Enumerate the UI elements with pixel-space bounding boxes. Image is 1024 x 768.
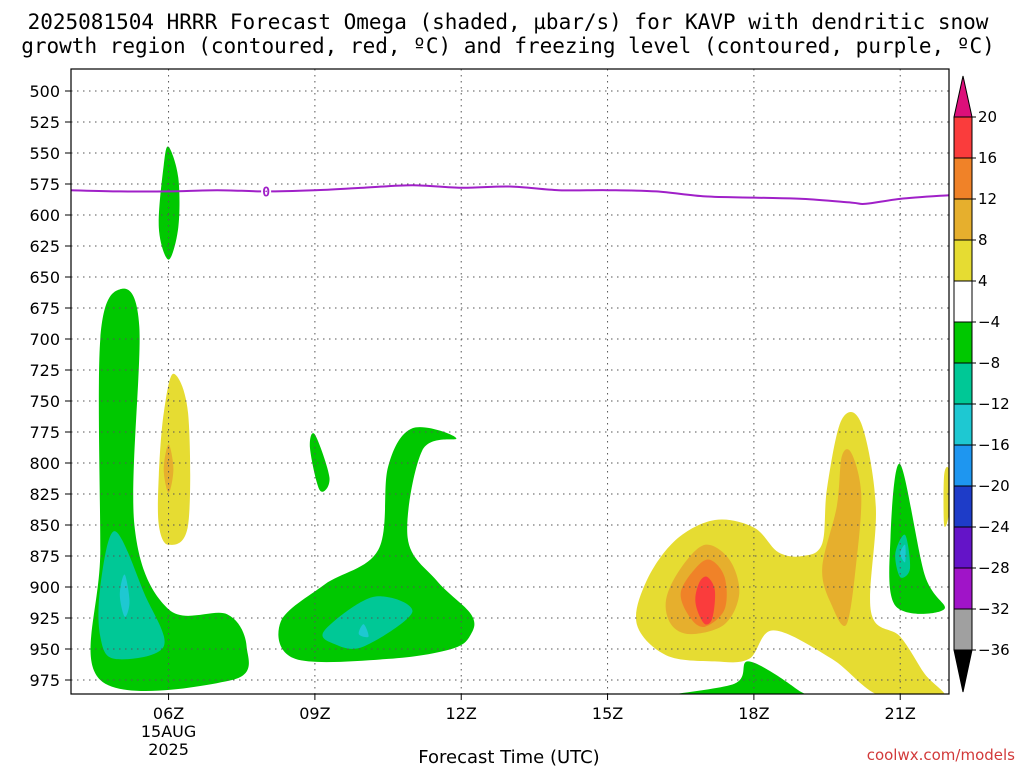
omega-region-cyan xyxy=(119,574,130,617)
omega-region-green xyxy=(158,146,180,260)
colorbar-swatch xyxy=(953,280,973,323)
chart-title-line2: growth region (contoured, red, ºC) and f… xyxy=(21,34,995,58)
y-axis: 500 525 550 575 600 625 650 675 700 725 750 775 800 8… xyxy=(29,82,71,690)
y-tick-label: 825 xyxy=(29,485,60,504)
x-tick-label: 12Z xyxy=(446,704,477,723)
y-tick-label: 700 xyxy=(29,330,60,349)
x-tick-label: 21Z xyxy=(885,704,916,723)
y-tick-label: 725 xyxy=(29,361,60,380)
y-tick-label: 675 xyxy=(29,299,60,318)
colorbar-tick-label: 4 xyxy=(978,272,988,290)
omega-region-red xyxy=(695,576,716,625)
x-tick-label: 09Z xyxy=(299,704,330,723)
colorbar-swatch xyxy=(953,239,973,282)
x-tick-year: 2025 xyxy=(148,740,189,759)
y-tick-label: 975 xyxy=(29,671,60,690)
grid-layer xyxy=(71,69,949,694)
colorbar-tick-label: 16 xyxy=(978,149,997,167)
omega-region-yellow xyxy=(157,373,191,545)
colorbar-tick-label: −4 xyxy=(978,313,1000,331)
y-tick-label: 550 xyxy=(29,144,60,163)
colorbar-tick-label: 12 xyxy=(978,190,997,208)
omega-region-teal xyxy=(322,596,413,649)
colorbar-swatch xyxy=(953,198,973,241)
colorbar-tick-label: 20 xyxy=(978,108,997,126)
colorbar-swatch xyxy=(953,485,973,528)
freezing-level-label-bg xyxy=(261,183,272,200)
omega-region-cyan xyxy=(358,624,369,638)
y-tick-label: 525 xyxy=(29,113,60,132)
omega-shading-layer xyxy=(90,146,949,694)
colorbar-swatch xyxy=(953,567,973,610)
colorbar-tick-label: −8 xyxy=(978,354,1000,372)
x-axis-label: Forecast Time (UTC) xyxy=(418,747,599,768)
plot-frame xyxy=(70,68,950,695)
freezing-level-layer: 0 xyxy=(70,183,950,206)
colorbar-swatch xyxy=(953,444,973,487)
y-tick-label: 750 xyxy=(29,392,60,411)
colorbar-tick-label: −12 xyxy=(978,395,1010,413)
colorbar-bottom-arrow xyxy=(953,649,973,693)
chart-title-line1: 2025081504 HRRR Forecast Omega (shaded, … xyxy=(28,10,989,34)
colorbar-tick-label: −24 xyxy=(978,518,1010,536)
y-tick-label: 800 xyxy=(29,454,60,473)
omega-region-yellow xyxy=(943,466,949,527)
colorbar-swatch xyxy=(953,321,973,364)
colorbar-swatch xyxy=(953,608,973,651)
omega-region-green xyxy=(889,463,945,614)
y-tick-label: 625 xyxy=(29,237,60,256)
colorbar-swatch xyxy=(953,403,973,446)
y-tick-label: 950 xyxy=(29,640,60,659)
omega-region-cyan xyxy=(900,544,906,563)
colorbar-tick-label: −36 xyxy=(978,641,1010,659)
colorbar-tick-label: −28 xyxy=(978,559,1010,577)
omega-region-green xyxy=(309,433,330,492)
freezing-level-line xyxy=(70,184,950,206)
colorbar-swatch xyxy=(953,362,973,405)
x-tick-date: 15AUG xyxy=(141,722,196,741)
colorbar-tick-label: −16 xyxy=(978,436,1010,454)
colorbar: 20 16 12 8 4 −4 −8 −12 −16 −20 −24 −28 −32 −36 xyxy=(953,75,1010,693)
colorbar-top-arrow xyxy=(953,75,973,118)
freezing-level-label: 0 xyxy=(262,185,270,200)
omega-region-green xyxy=(675,661,806,694)
x-tick-label: 15Z xyxy=(592,704,623,723)
omega-region-gold xyxy=(822,449,862,626)
colorbar-tick-label: −32 xyxy=(978,600,1010,618)
x-tick-label: 06Z xyxy=(153,704,184,723)
y-tick-label: 925 xyxy=(29,609,60,628)
y-tick-label: 575 xyxy=(29,175,60,194)
y-tick-label: 850 xyxy=(29,516,60,535)
omega-region-gold xyxy=(163,444,174,493)
y-tick-label: 775 xyxy=(29,423,60,442)
credit-link[interactable]: coolwx.com/models xyxy=(867,746,1015,764)
colorbar-swatch xyxy=(953,157,973,200)
y-tick-label: 500 xyxy=(29,82,60,101)
y-tick-label: 600 xyxy=(29,206,60,225)
y-tick-label: 900 xyxy=(29,578,60,597)
y-tick-label: 650 xyxy=(29,268,60,287)
colorbar-swatch xyxy=(953,116,973,159)
omega-region-green xyxy=(278,427,475,663)
y-tick-label: 875 xyxy=(29,547,60,566)
colorbar-swatch xyxy=(953,526,973,569)
colorbar-tick-label: −20 xyxy=(978,477,1010,495)
colorbar-tick-label: 8 xyxy=(978,231,988,249)
x-tick-label: 18Z xyxy=(738,704,769,723)
omega-region-teal xyxy=(98,531,165,660)
